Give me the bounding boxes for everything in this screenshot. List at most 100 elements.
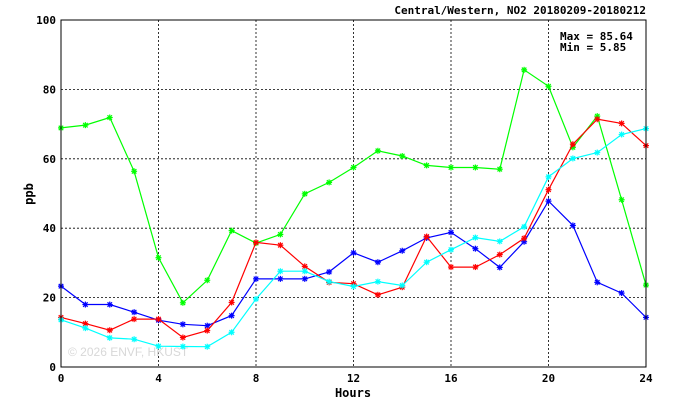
y-tick-label: 0 <box>49 361 56 374</box>
data-point <box>228 227 235 234</box>
data-point <box>179 334 186 341</box>
data-point <box>277 275 284 282</box>
data-point <box>423 233 430 240</box>
data-point <box>545 83 552 90</box>
data-point <box>472 234 479 241</box>
data-point <box>594 116 601 123</box>
data-point <box>448 229 454 236</box>
series-line <box>60 200 647 327</box>
series-layer <box>58 66 649 350</box>
x-tick-label: 4 <box>155 372 162 385</box>
data-point <box>277 231 284 238</box>
data-point <box>326 278 333 285</box>
data-point <box>131 316 138 323</box>
data-point <box>374 278 381 285</box>
data-point <box>179 321 186 328</box>
data-point <box>399 153 406 160</box>
x-axis-label: Hours <box>335 386 371 400</box>
data-point <box>472 164 479 171</box>
data-point <box>350 283 357 290</box>
data-point <box>569 155 576 162</box>
data-point <box>545 173 552 180</box>
data-point <box>496 166 503 173</box>
data-point <box>618 131 625 138</box>
data-point <box>106 334 113 341</box>
data-point <box>569 141 576 148</box>
data-point <box>569 222 576 229</box>
data-point <box>82 320 89 327</box>
grid <box>61 20 646 367</box>
data-point <box>423 162 430 169</box>
data-point <box>326 268 333 275</box>
data-point <box>618 290 625 297</box>
data-point <box>228 329 235 336</box>
y-tick-label: 100 <box>36 14 56 27</box>
data-point <box>350 164 357 171</box>
data-point <box>277 242 284 249</box>
data-point <box>399 282 406 289</box>
data-point <box>82 122 89 129</box>
data-point <box>374 147 381 154</box>
x-tick-label: 24 <box>639 372 653 385</box>
data-point <box>618 196 625 203</box>
data-point <box>82 325 89 332</box>
chart-title: Central/Western, NO2 20180209-20180212 <box>394 4 646 17</box>
data-point <box>521 235 528 242</box>
data-point <box>106 301 113 308</box>
data-point <box>301 275 308 282</box>
series-3 <box>58 116 649 341</box>
data-point <box>399 247 406 254</box>
data-point <box>496 251 503 258</box>
data-point <box>204 327 211 334</box>
data-point <box>301 268 308 275</box>
data-point <box>204 277 211 284</box>
data-point <box>545 198 552 205</box>
data-point <box>179 343 186 350</box>
data-point <box>472 264 479 271</box>
data-point <box>106 114 113 121</box>
x-tick-label: 12 <box>347 372 360 385</box>
series-1 <box>58 66 649 306</box>
data-point <box>496 264 503 271</box>
data-point <box>155 343 162 350</box>
min-label: Min = 5.85 <box>560 41 626 54</box>
data-point <box>253 239 259 246</box>
data-point <box>496 238 503 245</box>
data-point <box>594 279 601 286</box>
data-point <box>521 66 528 73</box>
data-point <box>448 246 454 253</box>
data-point <box>301 263 308 270</box>
data-point <box>374 259 381 266</box>
data-point <box>155 316 162 323</box>
series-4 <box>58 125 649 350</box>
y-axis-label: ppb <box>22 183 36 205</box>
data-point <box>106 327 113 334</box>
data-point <box>374 291 381 298</box>
data-point <box>448 164 454 171</box>
data-point <box>204 343 211 350</box>
data-point <box>82 301 89 308</box>
tick-labels: 0 4 8 12 16 20 24 0 20 40 60 80 100 <box>36 14 653 385</box>
data-point <box>228 312 235 319</box>
data-point <box>448 264 454 271</box>
max-label: Max = 85.64 <box>560 30 633 43</box>
data-point <box>301 190 308 197</box>
watermark: © 2026 ENVF, HKUST <box>68 345 189 359</box>
y-tick-label: 40 <box>43 222 56 235</box>
data-point <box>521 223 528 230</box>
data-point <box>618 120 625 127</box>
data-point <box>204 322 211 329</box>
data-point <box>253 295 259 302</box>
y-tick-label: 60 <box>43 153 56 166</box>
x-tick-label: 20 <box>542 372 555 385</box>
x-tick-label: 16 <box>444 372 458 385</box>
data-point <box>131 336 138 343</box>
data-point <box>472 245 479 252</box>
data-point <box>594 149 601 156</box>
data-point <box>155 254 162 261</box>
x-tick-label: 8 <box>253 372 260 385</box>
y-tick-label: 20 <box>43 292 56 305</box>
data-point <box>545 186 552 193</box>
data-point <box>228 299 235 306</box>
data-point <box>253 275 259 282</box>
